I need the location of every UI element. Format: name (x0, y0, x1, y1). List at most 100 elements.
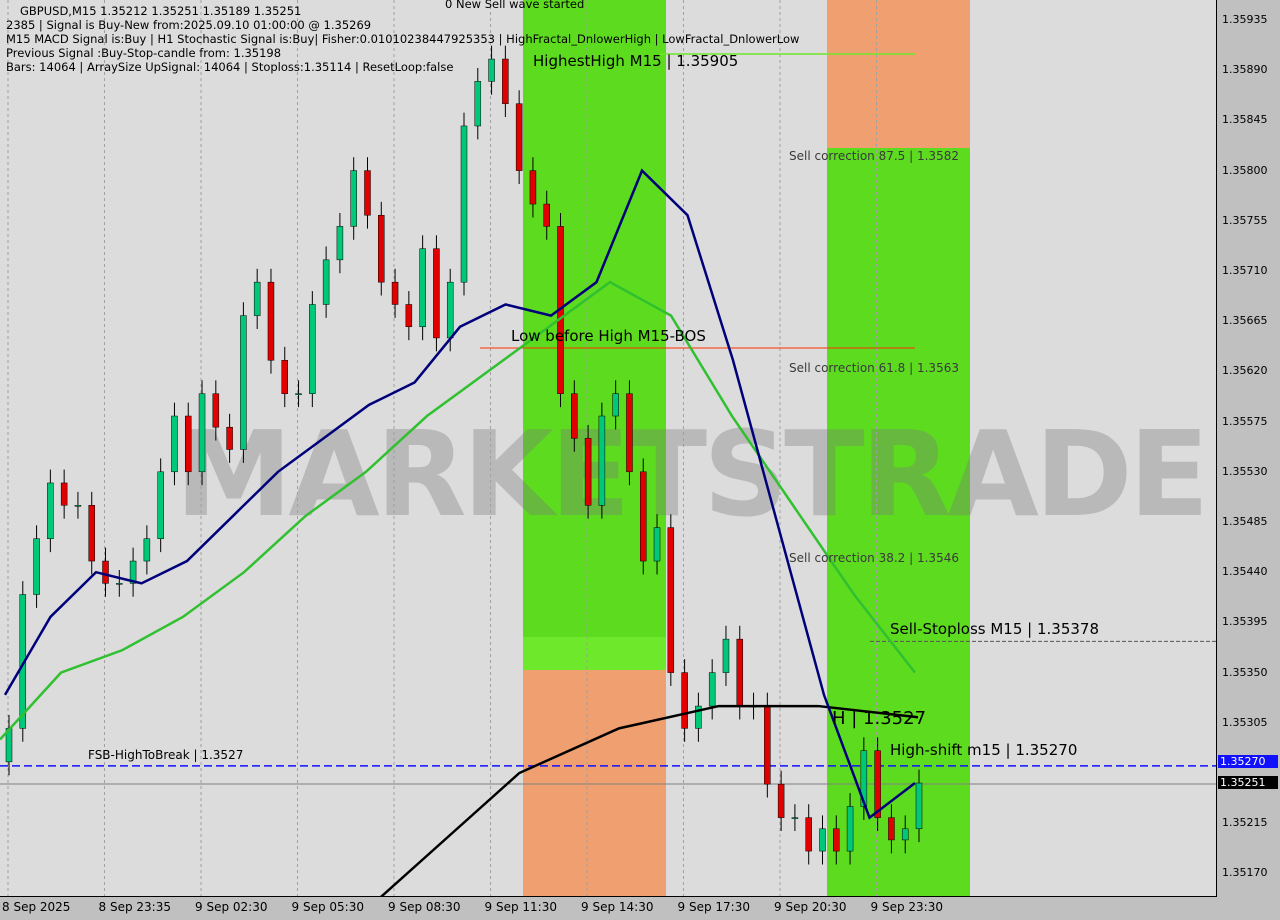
candle-body (584, 438, 592, 506)
candle-body (378, 214, 385, 283)
candle-body (653, 527, 661, 562)
candle-body (639, 471, 647, 562)
ma-fast-line (3, 168, 916, 820)
candle-body (143, 538, 151, 562)
candle-body (515, 103, 523, 171)
candle-body (295, 393, 302, 395)
price-tick: 1.35170 (1222, 866, 1268, 880)
candle-body (764, 705, 771, 785)
candle-body (364, 170, 371, 216)
candle-body (474, 81, 482, 127)
bars-line: Bars: 14064 | ArraySize UpSignal: 14064 … (6, 60, 454, 74)
candle-body (529, 170, 537, 205)
previous-signal-line: Previous Signal :Buy-Stop-candle from: 1… (6, 46, 282, 60)
zone-left-orange (523, 670, 666, 896)
time-tick: 9 Sep 05:30 (291, 900, 364, 914)
zone-right-green (827, 148, 970, 896)
price-tick: 1.35395 (1222, 615, 1268, 629)
price-tick: 1.35665 (1222, 314, 1268, 328)
candle-body (460, 125, 468, 283)
zone-right-orange (827, 0, 970, 148)
h-label: H | 1.3527 (832, 708, 927, 729)
candle-body (116, 583, 123, 585)
candle-body (253, 281, 261, 316)
candle-body (60, 482, 68, 506)
candle-body (33, 538, 40, 595)
time-tick: 9 Sep 20:30 (774, 900, 847, 914)
candle-body (212, 393, 220, 428)
candle-body (915, 782, 923, 830)
candle-body (612, 393, 619, 417)
price-tick: 1.35935 (1222, 13, 1268, 26)
sell-correction-875: Sell correction 87.5 | 1.3582 (789, 149, 959, 163)
candle-body (350, 170, 357, 227)
sell-stoploss-label: Sell-Stoploss M15 | 1.35378 (890, 620, 1099, 638)
chart-area[interactable]: MARKETSTRADE GBPUSD,M15 1.35212 1.35251 … (0, 0, 1217, 897)
price-tick: 1.35530 (1222, 464, 1268, 478)
price-tick: 1.35215 (1222, 816, 1268, 830)
candle-body (819, 828, 826, 852)
top-note: 0 New Sell wave started (445, 0, 585, 11)
candle-body (901, 828, 909, 841)
candle-body (846, 806, 854, 852)
candle-body (74, 505, 82, 507)
candle-body (626, 393, 633, 473)
candle-body (488, 58, 495, 82)
ma-mid-line (0, 280, 916, 741)
current-price-tag: 1.35251 (1218, 776, 1278, 789)
candle-body (888, 817, 895, 841)
price-tick: 1.35575 (1222, 414, 1268, 428)
price-chart (0, 0, 1216, 896)
price-tick: 1.35620 (1222, 364, 1268, 378)
high-shift-label: High-shift m15 | 1.35270 (890, 741, 1078, 759)
candle-body (860, 750, 868, 807)
candle-body (157, 471, 164, 539)
candle-body (722, 638, 730, 673)
candle-body (502, 58, 509, 104)
candle-body (267, 281, 275, 361)
candle-body (47, 482, 54, 539)
time-tick: 9 Sep 11:30 (484, 900, 557, 914)
candle-body (336, 226, 344, 261)
candle-body (433, 248, 440, 339)
time-tick: 8 Sep 2025 (2, 900, 71, 914)
candle-body (88, 505, 95, 562)
candle-body (667, 527, 675, 673)
time-tick: 9 Sep 17:30 (677, 900, 750, 914)
candle-body (405, 304, 413, 328)
time-tick: 8 Sep 23:35 (98, 900, 171, 914)
candle-body (777, 783, 785, 818)
candle-body (791, 817, 799, 819)
candle-body (598, 415, 606, 506)
candle-body (309, 304, 316, 394)
candle-body (708, 672, 716, 707)
candle-body (695, 705, 702, 729)
candle-body (571, 393, 578, 439)
candle-body (391, 281, 399, 305)
time-tick: 9 Sep 23:30 (870, 900, 943, 914)
price-tick: 1.35305 (1222, 715, 1268, 729)
candle-body (419, 248, 426, 328)
candle-body (736, 638, 744, 707)
candle-body (240, 315, 247, 450)
line-price-tag: 1.35270 (1218, 755, 1278, 768)
candle-body (129, 560, 137, 584)
candle-body (543, 203, 550, 227)
candle-body (681, 672, 688, 729)
signal-line: 2385 | Signal is Buy-New from:2025.09.10… (6, 18, 372, 32)
price-tick: 1.35440 (1222, 565, 1268, 579)
candle-body (102, 560, 109, 584)
price-tick: 1.35755 (1222, 213, 1268, 227)
candle-body (226, 426, 233, 450)
price-tick: 1.35890 (1222, 63, 1268, 77)
ma-slow-line (380, 704, 919, 896)
price-tick: 1.35350 (1222, 665, 1268, 679)
time-tick: 9 Sep 08:30 (388, 900, 461, 914)
sell-correction-382: Sell correction 38.2 | 1.3546 (789, 551, 959, 565)
price-tick: 1.35710 (1222, 264, 1268, 277)
candle-body (446, 281, 454, 339)
indicator-line: M15 MACD Signal is:Buy | H1 Stochastic S… (6, 32, 800, 46)
candle-body (198, 393, 206, 473)
candle-body (184, 415, 192, 473)
fsb-label: FSB-HighToBreak | 1.3527 (88, 748, 244, 762)
